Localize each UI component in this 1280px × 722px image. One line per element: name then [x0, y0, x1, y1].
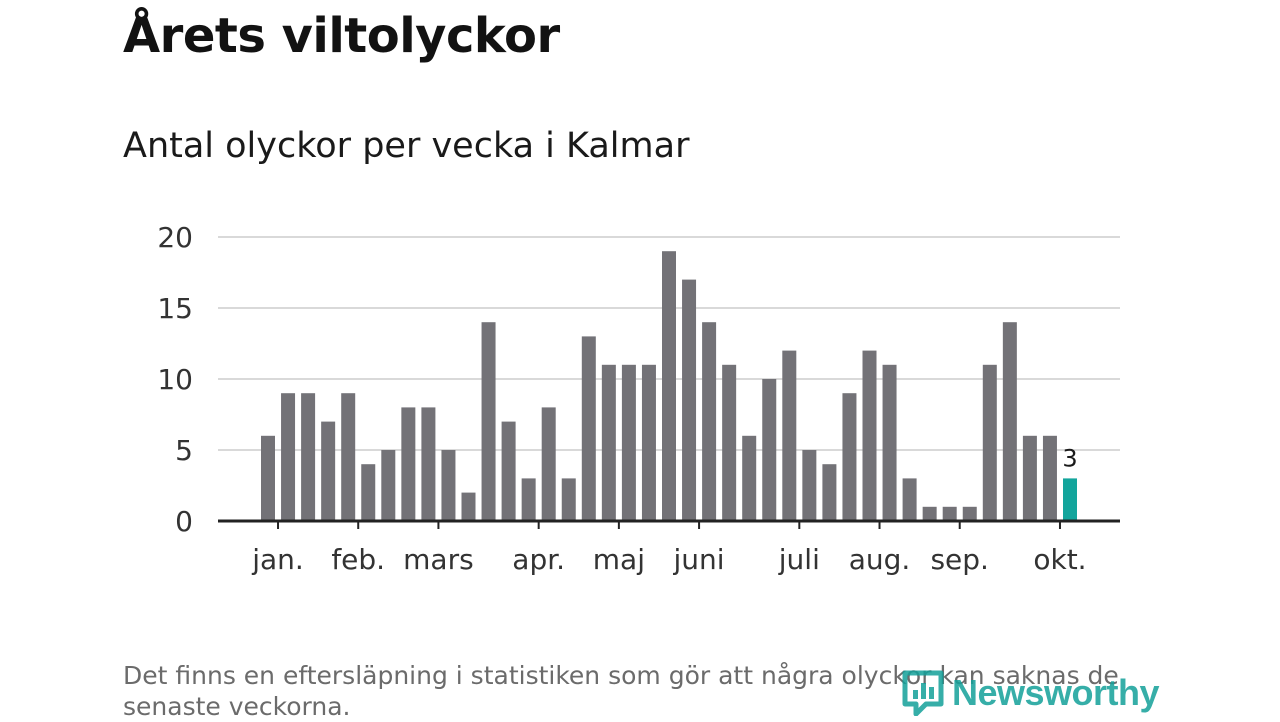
bar: [902, 478, 917, 521]
y-tick-label: 15: [157, 292, 193, 325]
x-tick-label: okt.: [1033, 543, 1086, 576]
bar: [381, 450, 396, 521]
footnote: Det finns en eftersläpning i statistiken…: [123, 661, 1119, 721]
bar: [341, 393, 356, 521]
bar: [421, 407, 436, 521]
bar: [842, 393, 857, 521]
bar: [862, 350, 877, 521]
bar: [441, 450, 456, 521]
y-axis: 0 5 10 15 20: [157, 221, 193, 538]
bar: [461, 492, 476, 521]
bar: [321, 421, 336, 521]
bar: [401, 407, 416, 521]
bar: [962, 506, 977, 521]
bar: [922, 506, 937, 521]
bar: [601, 364, 616, 521]
bar-chart: 0 5 10 15 20 jan. feb. mars apr. maj juni juli aug.…: [157, 221, 1120, 576]
x-tick-label: apr.: [512, 543, 565, 576]
x-tick-label: aug.: [849, 543, 911, 576]
bar: [281, 393, 296, 521]
bar: [702, 322, 717, 521]
bar: [662, 251, 676, 521]
bar: [521, 478, 536, 521]
bar: [682, 279, 697, 521]
bar: [301, 393, 316, 521]
y-tick-label: 20: [157, 221, 193, 254]
y-tick-label: 10: [157, 363, 193, 396]
x-tick-label: mars: [403, 543, 474, 576]
bar: [541, 407, 556, 521]
bar: [501, 421, 516, 521]
bar: [822, 464, 837, 521]
bar: [882, 364, 897, 521]
x-tick-label: juni: [673, 543, 725, 576]
bars: [261, 251, 1077, 521]
bar: [1042, 435, 1057, 521]
x-axis: jan. feb. mars apr. maj juni juli aug. sep. okt.: [218, 519, 1120, 576]
data-labels: 3: [1062, 444, 1077, 472]
newsworthy-logo: Newsworthy: [902, 668, 1160, 718]
bar: [481, 322, 496, 521]
data-label: 3: [1062, 444, 1077, 472]
x-tick-label: sep.: [930, 543, 989, 576]
y-tick-label: 0: [175, 505, 193, 538]
bar: [641, 364, 656, 521]
bar: [722, 364, 737, 521]
bar: [361, 464, 376, 521]
bar: [802, 450, 817, 521]
bar: [621, 364, 636, 521]
chart-subtitle: Antal olyckor per vecka i Kalmar: [123, 126, 690, 166]
bar: [742, 435, 757, 521]
bar: [982, 364, 997, 521]
logo-text: Newsworthy: [952, 672, 1160, 713]
bar: [581, 336, 596, 521]
y-tick-label: 5: [175, 434, 193, 467]
bar: [942, 506, 957, 521]
x-tick-label: maj: [593, 543, 645, 576]
bar: [1022, 435, 1037, 521]
bar: [762, 379, 777, 521]
bar: [261, 435, 275, 521]
bar-highlight: [1063, 478, 1077, 521]
x-tick-label: juli: [778, 543, 820, 576]
x-tick-label: jan.: [251, 543, 304, 576]
x-tick-label: feb.: [331, 543, 385, 576]
newsworthy-logo-icon: [902, 670, 944, 716]
bar: [782, 350, 797, 521]
bar: [561, 478, 576, 521]
bar: [1002, 322, 1017, 521]
chart-title: Årets viltolyckor: [123, 8, 560, 64]
